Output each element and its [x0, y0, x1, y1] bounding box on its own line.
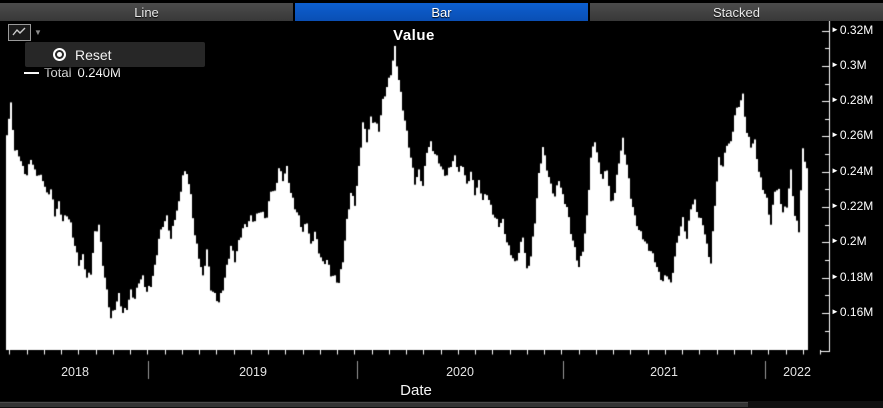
- y-axis-tick-label: 0.3M: [831, 59, 867, 71]
- legend-series-label[interactable]: Total: [44, 65, 72, 80]
- y-axis-tick-label: 0.18M: [831, 271, 873, 283]
- chart-toolbar: ▼: [8, 24, 45, 41]
- y-axis-tick-label: 0.24M: [831, 165, 873, 177]
- y-axis-tick-label: 0.2M: [831, 235, 867, 247]
- x-axis-tick-label: 2022: [783, 365, 811, 379]
- x-axis-tick-label: 2019: [239, 365, 267, 379]
- horizontal-scrollbar-track[interactable]: [0, 401, 883, 408]
- legend-series-value: 0.240M: [77, 65, 121, 80]
- line-chart-icon: [12, 27, 26, 36]
- y-axis-tick-label: 0.28M: [831, 94, 873, 106]
- reset-menu-item-label: Reset: [75, 46, 112, 63]
- chart-type-tab-bar: Line Bar Stacked: [0, 3, 883, 21]
- y-axis-tick-label: 0.16M: [831, 306, 873, 318]
- x-axis-tick-label: 2021: [650, 365, 678, 379]
- legend-series-marker: [24, 71, 39, 74]
- x-axis-tick-label: 2020: [446, 365, 474, 379]
- legend: Total 0.240M: [24, 65, 121, 80]
- y-axis-tick-label: 0.26M: [831, 129, 873, 141]
- x-axis-title: Date: [400, 382, 432, 399]
- reset-menu-item[interactable]: Reset: [25, 47, 112, 63]
- x-axis-tick-label: 2018: [61, 365, 89, 379]
- chart-tool-button[interactable]: [8, 24, 31, 41]
- chevron-down-icon[interactable]: ▼: [34, 28, 42, 37]
- tab-line[interactable]: Line: [0, 3, 293, 21]
- horizontal-scrollbar-thumb[interactable]: [0, 402, 748, 407]
- tab-bar[interactable]: Bar: [295, 3, 588, 21]
- y-axis-tick-label: 0.32M: [831, 24, 873, 36]
- chart-title: Value: [393, 27, 435, 44]
- tab-stacked[interactable]: Stacked: [590, 3, 883, 21]
- y-axis-tick-label: 0.22M: [831, 200, 873, 212]
- context-menu: Reset: [25, 42, 205, 67]
- record-circle-icon: [53, 48, 66, 61]
